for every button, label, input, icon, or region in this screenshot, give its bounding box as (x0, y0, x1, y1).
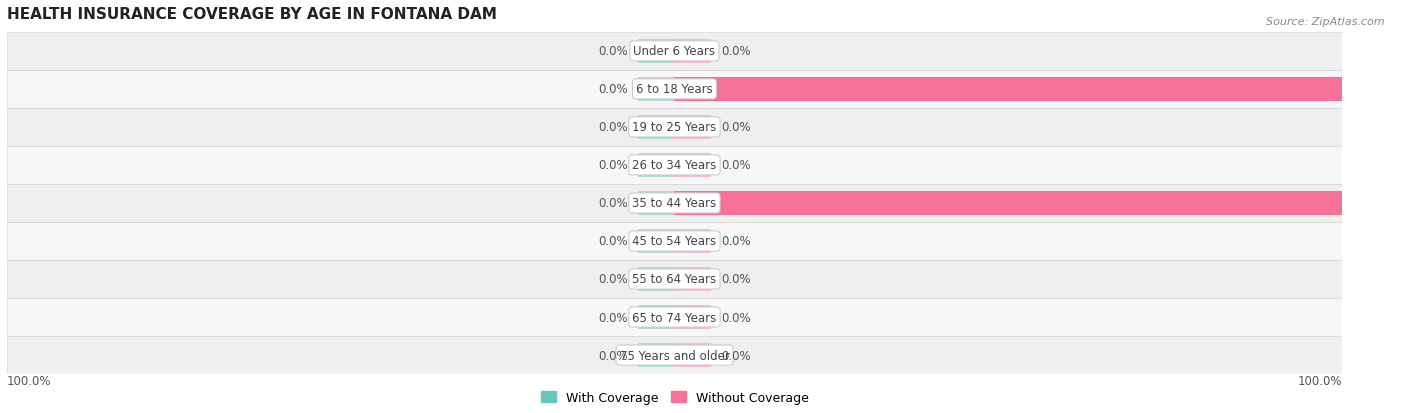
Bar (675, 230, 711, 253)
Text: 0.0%: 0.0% (598, 235, 627, 248)
Text: 0.0%: 0.0% (598, 45, 627, 58)
Text: 6 to 18 Years: 6 to 18 Years (636, 83, 713, 96)
Bar (675, 154, 711, 177)
Bar (638, 268, 675, 291)
Text: 100.0%: 100.0% (1353, 83, 1400, 96)
Text: 0.0%: 0.0% (721, 159, 751, 172)
Text: 100.0%: 100.0% (7, 374, 52, 387)
Bar (638, 230, 675, 253)
Text: 0.0%: 0.0% (721, 311, 751, 324)
Text: 0.0%: 0.0% (598, 197, 627, 210)
Text: Under 6 Years: Under 6 Years (634, 45, 716, 58)
Legend: With Coverage, Without Coverage: With Coverage, Without Coverage (536, 386, 814, 409)
Bar (675, 344, 711, 367)
Text: 75 Years and older: 75 Years and older (620, 349, 730, 362)
Bar (7, 71, 1341, 109)
Text: 0.0%: 0.0% (721, 45, 751, 58)
Text: 0.0%: 0.0% (721, 121, 751, 134)
Text: 0.0%: 0.0% (598, 349, 627, 362)
Text: Source: ZipAtlas.com: Source: ZipAtlas.com (1267, 17, 1385, 26)
Bar (638, 306, 675, 329)
Bar (7, 147, 1341, 185)
Text: HEALTH INSURANCE COVERAGE BY AGE IN FONTANA DAM: HEALTH INSURANCE COVERAGE BY AGE IN FONT… (7, 7, 496, 22)
Text: 26 to 34 Years: 26 to 34 Years (633, 159, 717, 172)
Bar (675, 40, 711, 64)
Text: 0.0%: 0.0% (598, 273, 627, 286)
Bar (675, 116, 711, 139)
Bar (675, 78, 1341, 102)
Bar (675, 192, 1341, 215)
Text: 0.0%: 0.0% (721, 235, 751, 248)
Text: 19 to 25 Years: 19 to 25 Years (633, 121, 717, 134)
Bar (7, 33, 1341, 71)
Bar (675, 306, 711, 329)
Bar (7, 109, 1341, 147)
Text: 45 to 54 Years: 45 to 54 Years (633, 235, 717, 248)
Bar (7, 298, 1341, 336)
Text: 0.0%: 0.0% (598, 83, 627, 96)
Bar (638, 192, 675, 215)
Text: 0.0%: 0.0% (721, 273, 751, 286)
Text: 35 to 44 Years: 35 to 44 Years (633, 197, 717, 210)
Bar (638, 116, 675, 139)
Bar (7, 223, 1341, 260)
Text: 100.0%: 100.0% (1298, 374, 1341, 387)
Bar (638, 344, 675, 367)
Bar (7, 336, 1341, 374)
Text: 0.0%: 0.0% (598, 311, 627, 324)
Text: 65 to 74 Years: 65 to 74 Years (633, 311, 717, 324)
Bar (638, 40, 675, 64)
Bar (675, 268, 711, 291)
Text: 100.0%: 100.0% (1353, 197, 1400, 210)
Text: 0.0%: 0.0% (598, 121, 627, 134)
Bar (638, 154, 675, 177)
Text: 55 to 64 Years: 55 to 64 Years (633, 273, 717, 286)
Text: 0.0%: 0.0% (598, 159, 627, 172)
Bar (7, 185, 1341, 223)
Text: 0.0%: 0.0% (721, 349, 751, 362)
Bar (638, 78, 675, 102)
Bar (7, 260, 1341, 298)
